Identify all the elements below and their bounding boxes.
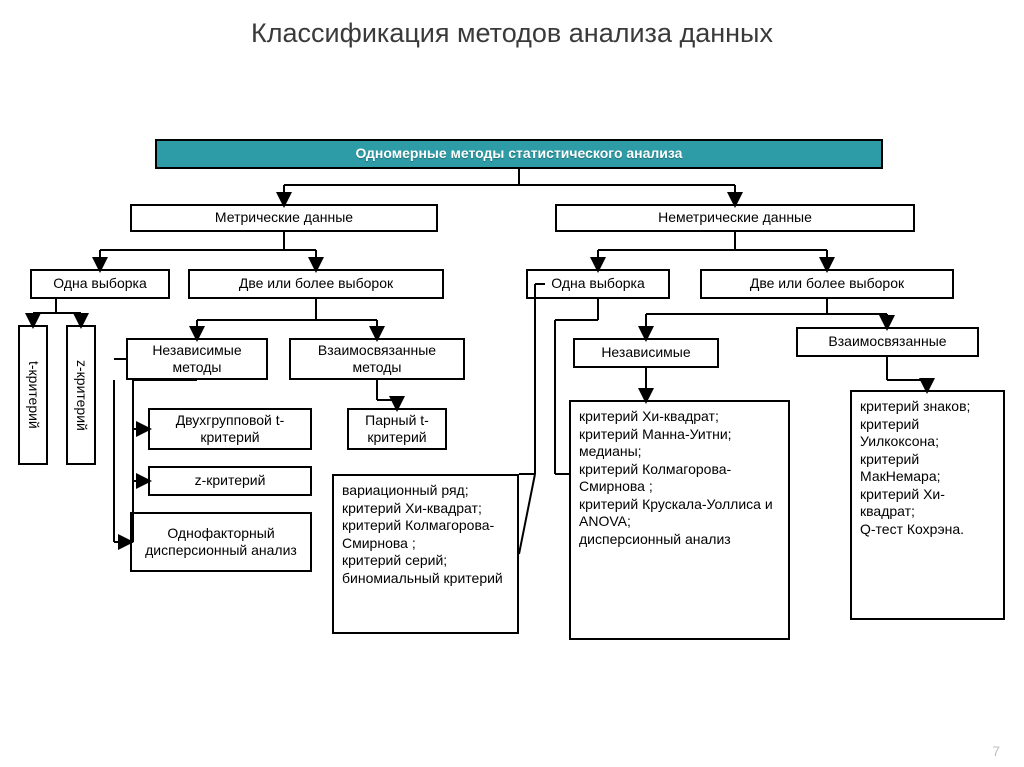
- node-var-series: вариационный ряд; критерий Хи-квадрат; к…: [332, 474, 519, 634]
- node-m-indep: Независимые методы: [126, 338, 268, 380]
- connectors: [0, 0, 1024, 767]
- page-number: 7: [992, 743, 1000, 759]
- node-metric: Метрические данные: [130, 204, 438, 232]
- node-m-related: Взаимосвязанные методы: [289, 338, 465, 380]
- node-z-crit2: z-критерий: [148, 466, 312, 496]
- node-signs-group: критерий знаков; критерий Уилкоксона; кр…: [850, 390, 1005, 620]
- node-nonmetric: Неметрические данные: [555, 204, 915, 232]
- node-two-t: Двухгрупповой t-критерий: [148, 408, 312, 450]
- node-z-criterion: z-критерий: [66, 325, 96, 465]
- node-root: Одномерные методы статистического анализ…: [155, 139, 883, 169]
- node-nm-one: Одна выборка: [526, 269, 670, 299]
- node-m-one: Одна выборка: [30, 269, 170, 299]
- node-nm-related: Взаимосвязанные: [796, 327, 979, 357]
- node-pair-t: Парный t-критерий: [347, 408, 447, 450]
- node-t-criterion: t-критерий: [18, 325, 48, 465]
- node-nm-indep: Независимые: [573, 338, 719, 368]
- node-nm-two: Две или более выборок: [700, 269, 954, 299]
- node-m-two: Две или более выборок: [188, 269, 444, 299]
- node-anova: Однофакторный дисперсионный анализ: [130, 512, 312, 572]
- node-chi-group: критерий Хи-квадрат; критерий Манна-Уитн…: [569, 400, 790, 640]
- page-title: Классификация методов анализа данных: [0, 18, 1024, 49]
